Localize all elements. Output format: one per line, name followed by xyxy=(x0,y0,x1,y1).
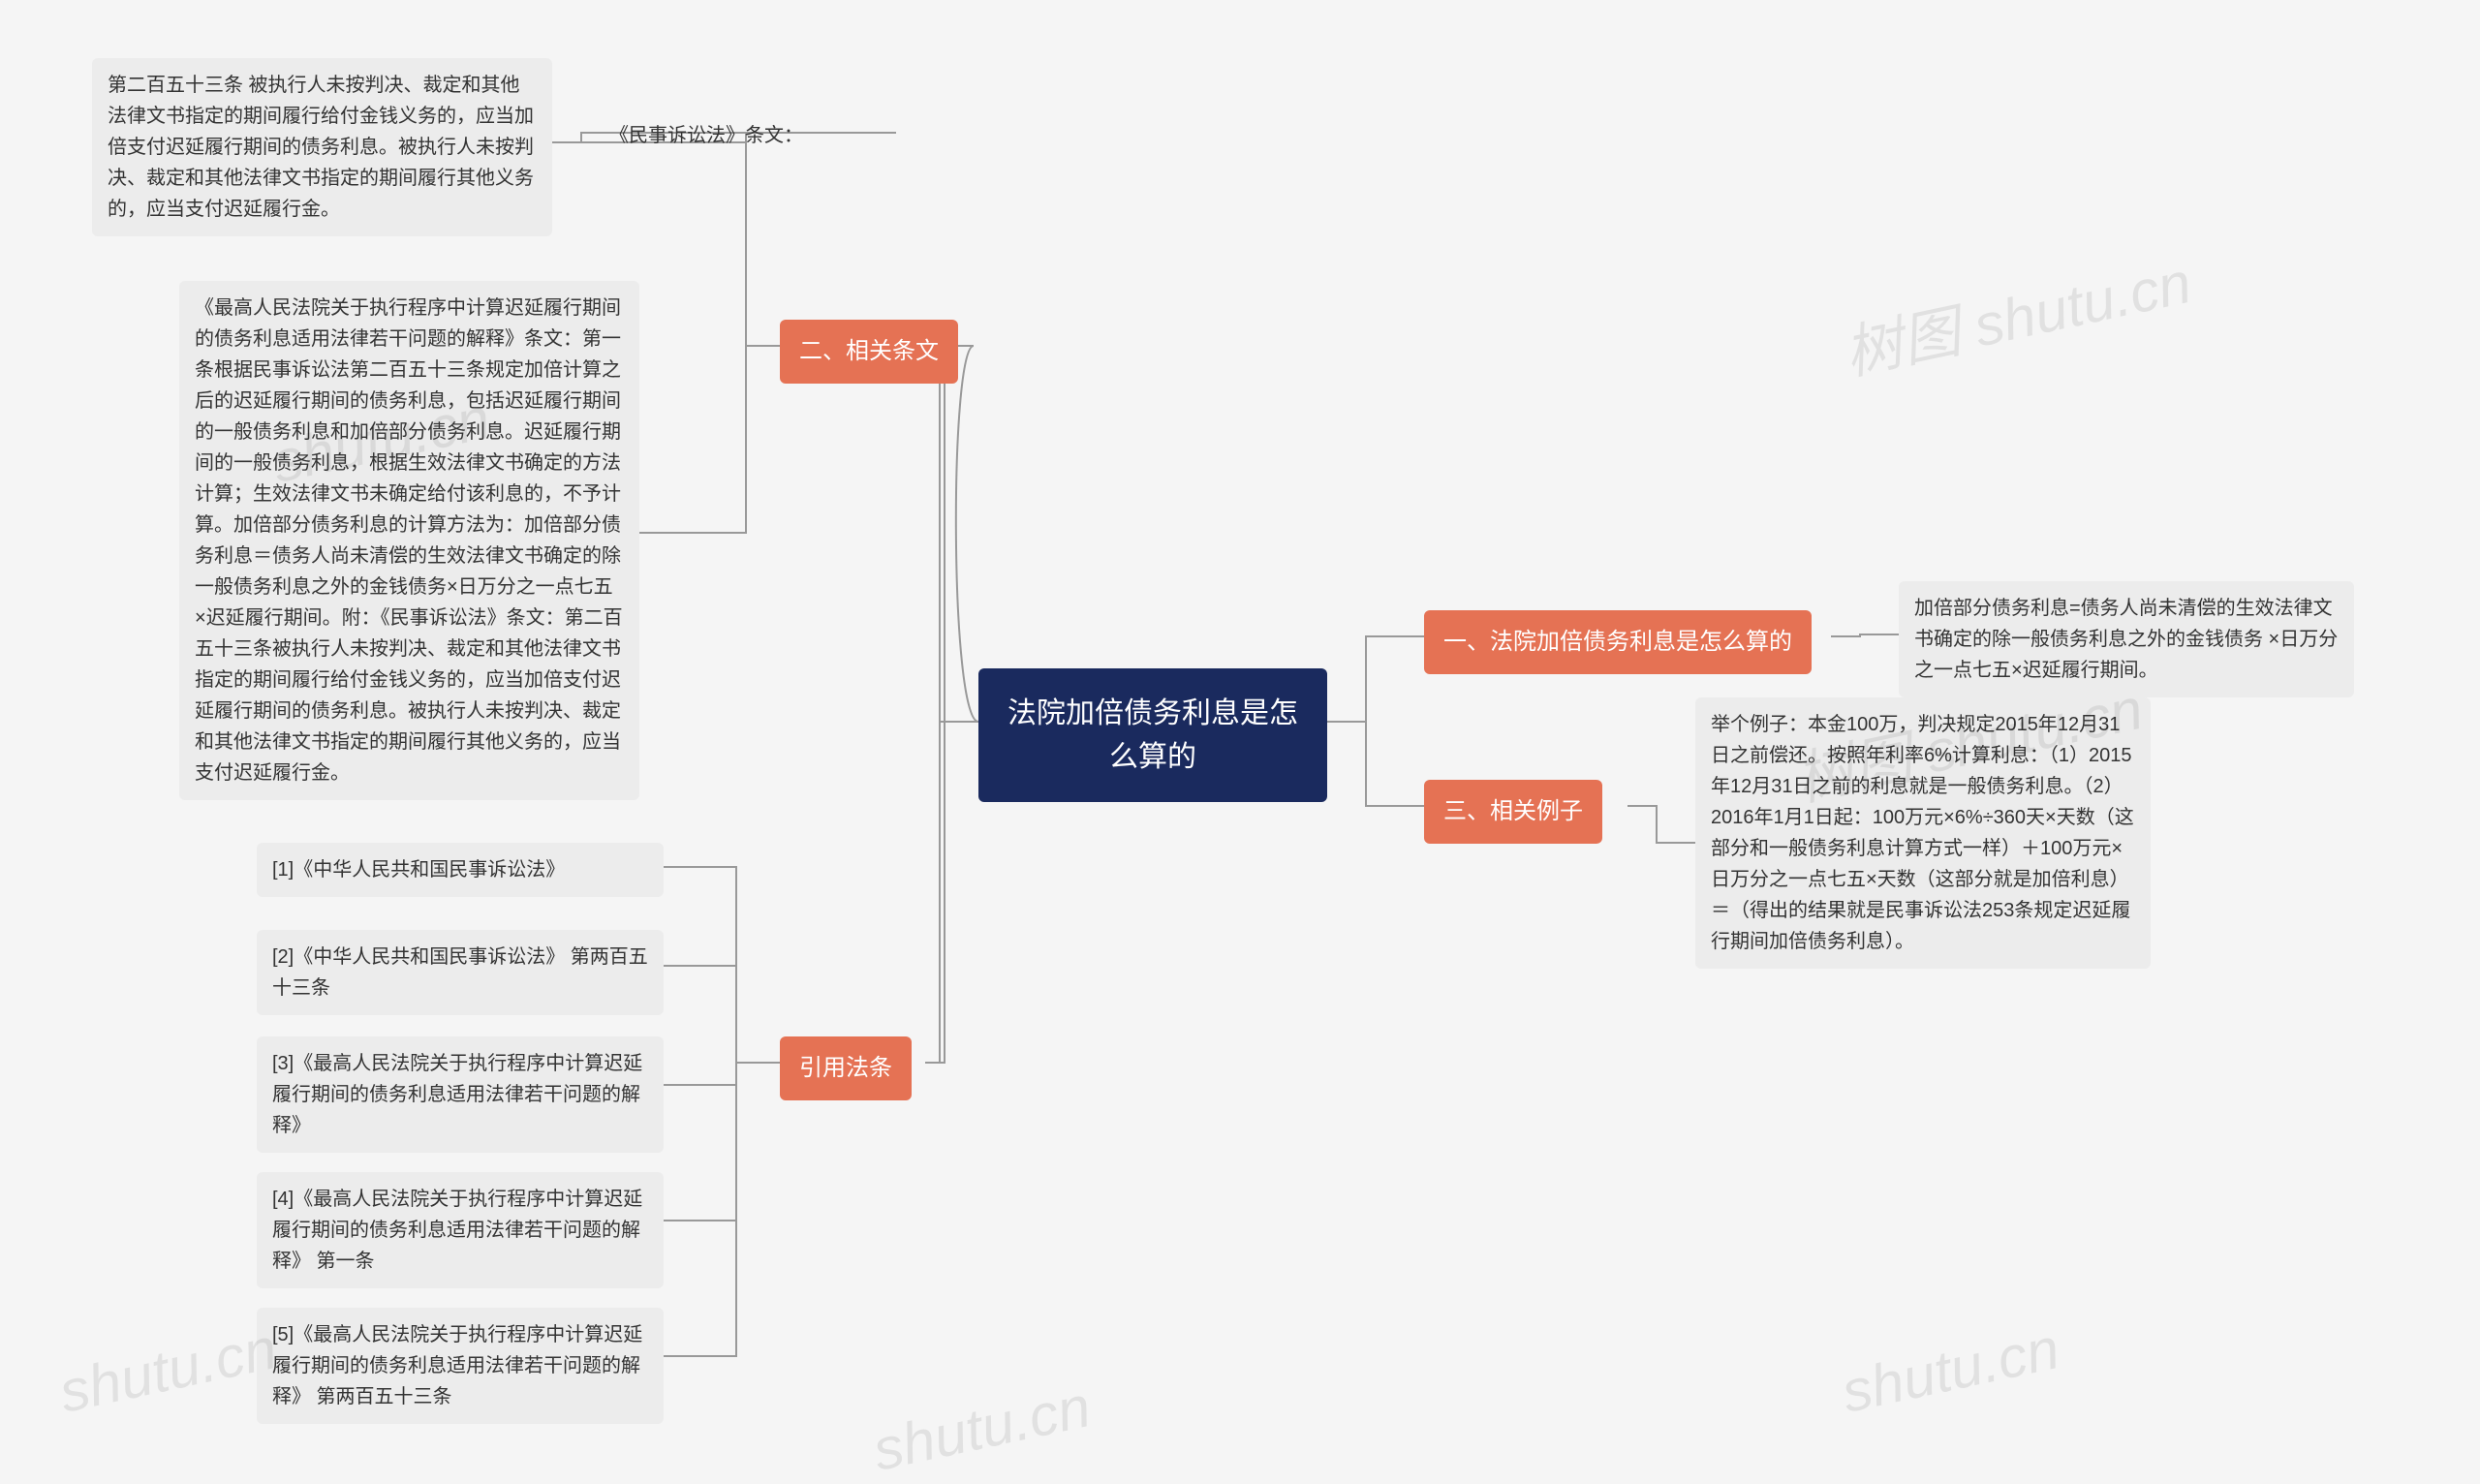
leaf-ref-3: [3]《最高人民法院关于执行程序中计算迟延履行期间的债务利息适用法律若干问题的解… xyxy=(257,1036,664,1153)
branch-related[interactable]: 二、相关条文 xyxy=(780,320,958,384)
leaf-ref-5: [5]《最高人民法院关于执行程序中计算迟延履行期间的债务利息适用法律若干问题的解… xyxy=(257,1308,664,1424)
branch-how-label: 一、法院加倍债务利息是怎么算的 xyxy=(1443,629,1792,655)
branch-example[interactable]: 三、相关例子 xyxy=(1424,780,1602,844)
watermark: 树图 shutu.cn xyxy=(1836,235,2198,391)
branch-related-label: 二、相关条文 xyxy=(799,338,939,364)
leaf-example: 举个例子：本金100万，判决规定2015年12月31日之前偿还。按照年利率6%计… xyxy=(1695,697,2151,969)
leaf-how-text: 加倍部分债务利息=债务人尚未清偿的生效法律文书确定的除一般债务利息之外的金钱债务… xyxy=(1914,598,2338,681)
leaf-ref-1: [1]《中华人民共和国民事诉讼法》 xyxy=(257,843,664,897)
leaf-related-title-text: 《民事诉讼法》条文： xyxy=(609,125,803,146)
leaf-related-a: 第二百五十三条 被执行人未按判决、裁定和其他法律文书指定的期间履行给付金钱义务的… xyxy=(92,58,552,236)
branch-example-label: 三、相关例子 xyxy=(1443,798,1583,824)
leaf-related-a-text: 第二百五十三条 被执行人未按判决、裁定和其他法律文书指定的期间履行给付金钱义务的… xyxy=(108,75,534,220)
watermark: shutu.cn xyxy=(53,1314,282,1426)
branch-how[interactable]: 一、法院加倍债务利息是怎么算的 xyxy=(1424,610,1812,674)
leaf-related-title: 《民事诉讼法》条文： xyxy=(605,116,896,155)
leaf-ref-4-text: [4]《最高人民法院关于执行程序中计算迟延履行期间的债务利息适用法律若干问题的解… xyxy=(272,1189,642,1272)
leaf-related-b-text: 《最高人民法院关于执行程序中计算迟延履行期间的债务利息适用法律若干问题的解释》条… xyxy=(195,297,623,784)
leaf-ref-3-text: [3]《最高人民法院关于执行程序中计算迟延履行期间的债务利息适用法律若干问题的解… xyxy=(272,1053,642,1136)
leaf-example-text: 举个例子：本金100万，判决规定2015年12月31日之前偿还。按照年利率6%计… xyxy=(1711,714,2134,952)
branch-refs-label: 引用法条 xyxy=(799,1055,892,1081)
leaf-ref-4: [4]《最高人民法院关于执行程序中计算迟延履行期间的债务利息适用法律若干问题的解… xyxy=(257,1172,664,1288)
root-label: 法院加倍债务利息是怎么算的 xyxy=(1008,697,1298,773)
leaf-how: 加倍部分债务利息=债务人尚未清偿的生效法律文书确定的除一般债务利息之外的金钱债务… xyxy=(1899,581,2354,697)
leaf-ref-1-text: [1]《中华人民共和国民事诉讼法》 xyxy=(272,859,565,881)
watermark: shutu.cn xyxy=(867,1373,1096,1484)
leaf-ref-2: [2]《中华人民共和国民事诉讼法》 第两百五十三条 xyxy=(257,930,664,1015)
watermark: shutu.cn xyxy=(1836,1314,2064,1426)
branch-refs[interactable]: 引用法条 xyxy=(780,1036,912,1100)
leaf-related-b: 《最高人民法院关于执行程序中计算迟延履行期间的债务利息适用法律若干问题的解释》条… xyxy=(179,281,639,800)
root-node[interactable]: 法院加倍债务利息是怎么算的 xyxy=(978,668,1327,802)
leaf-ref-2-text: [2]《中华人民共和国民事诉讼法》 第两百五十三条 xyxy=(272,946,648,999)
leaf-ref-5-text: [5]《最高人民法院关于执行程序中计算迟延履行期间的债务利息适用法律若干问题的解… xyxy=(272,1324,642,1407)
